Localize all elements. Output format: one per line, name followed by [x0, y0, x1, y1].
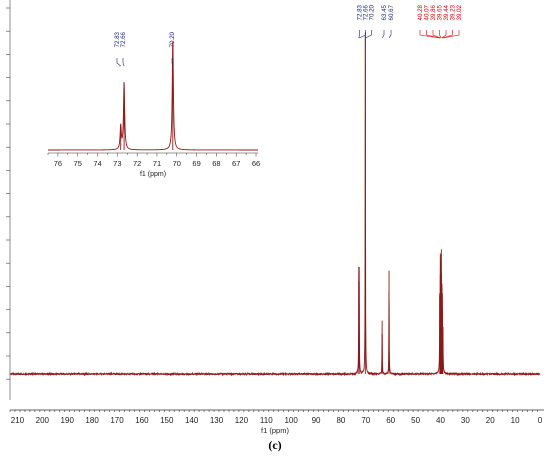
main-peak-connector [439, 30, 442, 39]
main-axis-tick-label: 190 [61, 416, 75, 425]
main-axis-tick-label: 20 [486, 416, 495, 425]
main-peak-connector [358, 30, 360, 39]
main-axis-tick-label: 140 [185, 416, 199, 425]
intensity-axis [6, 0, 11, 400]
inset-spectrum-plot [48, 42, 258, 151]
main-peak-label: 70.20 [369, 4, 376, 20]
inset-axis-tick-label: 72 [133, 159, 141, 168]
inset-peak-connector [122, 58, 125, 67]
main-peak-label: 39.86 [430, 4, 437, 20]
nmr-spectrum-figure: 210 200 190 180 170 160 150 140 130 120 110 100 90 80… [6, 0, 544, 435]
inset-peak-connector [171, 58, 174, 67]
main-axis-tick-label: 70 [361, 416, 370, 425]
main-axis-tick-label: 10 [511, 416, 520, 425]
main-axis-tick-label: 160 [135, 416, 149, 425]
inset-peak-label: 72.83 [114, 31, 121, 47]
main-axis-tick-label: 100 [284, 416, 298, 425]
panel-label: (c) [268, 438, 282, 452]
main-axis-tick-label: 50 [411, 416, 420, 425]
main-peak-connector [426, 30, 441, 39]
main-peak-label: 40.28 [417, 4, 424, 20]
main-axis-tick-label: 130 [210, 416, 224, 425]
main-axis-tick-label: 200 [36, 416, 50, 425]
inset-axis-tick-label: 68 [212, 159, 220, 168]
inset-axis-tick-label: 70 [173, 159, 181, 168]
inset-spectrum-trace [48, 42, 258, 151]
inset-peak-connector [116, 58, 121, 67]
main-axis-tick-label: 210 [11, 416, 25, 425]
main-axis-tick-label: 40 [436, 416, 445, 425]
main-peak-connector [419, 30, 440, 39]
main-axis-tick-label: 60 [386, 416, 395, 425]
inset-axis-tick-label: 66 [252, 159, 260, 168]
inset-axis-tick-label: 74 [93, 159, 101, 168]
main-x-axis: 210 200 190 180 170 160 150 140 130 120 110 100 90 80… [9, 409, 544, 435]
main-peak-connector [441, 30, 447, 39]
main-peak-label: 39.02 [456, 4, 463, 20]
inset-peak-label: 70.20 [169, 31, 176, 47]
inset-x-axis: 76 75 74 73 72 71 70 69 68 67 66 f1 (ppm) [47, 152, 260, 178]
inset-axis-tick-label: 69 [192, 159, 200, 168]
main-peak-label: 72.66 [363, 4, 370, 20]
main-peak-connector [442, 30, 453, 39]
main-axis-tick-label: 80 [336, 416, 345, 425]
main-spectrum-trace [9, 36, 541, 377]
inset-axis-tick-label: 67 [232, 159, 240, 168]
main-peak-label: 39.65 [437, 4, 444, 20]
inset-peak-label: 72.66 [120, 31, 127, 47]
main-axis-tick-label: 0 [538, 416, 543, 425]
main-peak-connector [432, 30, 441, 39]
inset-axis-tick-label: 75 [74, 159, 82, 168]
main-spectrum-plot [9, 32, 541, 377]
main-axis-title: f1 (ppm) [261, 426, 289, 435]
main-peak-label: 39.23 [450, 4, 457, 20]
main-peak-label: 39.44 [443, 4, 450, 20]
main-axis-tick-label: 120 [235, 416, 249, 425]
main-axis-tick-label: 150 [160, 416, 174, 425]
main-peak-connector [388, 30, 392, 39]
inset-axis-tick-label: 76 [54, 159, 62, 168]
inset-peak-labels: 72.83 72.66 70.20 [114, 31, 176, 67]
main-axis-tick-label: 110 [260, 416, 273, 425]
inset-axis-tick-label: 73 [113, 159, 121, 168]
main-peak-connector [442, 30, 460, 39]
main-peak-label: 72.83 [357, 4, 364, 20]
inset-axis-tick-label: 71 [153, 159, 161, 168]
inset-axis-title: f1 (ppm) [140, 171, 166, 178]
main-peak-labels: 72.83 72.66 70.20 63.45 60.67 40.28 40.07 39.86… [357, 4, 463, 39]
main-peak-connector [365, 30, 372, 39]
main-peak-label: 40.07 [424, 4, 431, 20]
main-axis-tick-label: 90 [312, 416, 321, 425]
main-peak-label: 63.45 [381, 4, 388, 20]
main-axis-tick-label: 170 [110, 416, 124, 425]
main-axis-tick-label: 30 [461, 416, 470, 425]
main-peak-connector [359, 30, 366, 39]
main-axis-tick-label: 180 [85, 416, 99, 425]
main-peak-label: 60.67 [388, 4, 395, 20]
main-peak-connector [381, 30, 385, 39]
